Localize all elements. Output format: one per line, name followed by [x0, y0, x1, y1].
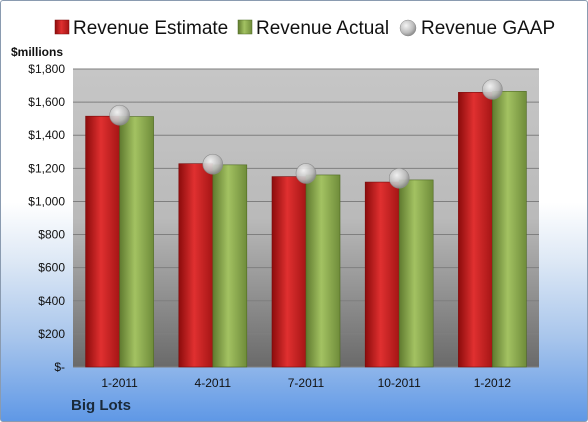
y-tick-label: $1,800	[28, 62, 65, 76]
y-tick-label: $1,200	[28, 161, 65, 175]
gaap-markers	[109, 79, 503, 189]
x-tick-label: 1-2012	[474, 376, 512, 390]
bar-revenue-actual	[305, 174, 341, 368]
bar-revenue-actual	[398, 179, 434, 368]
marker-revenue-gaap	[109, 104, 130, 126]
bar-revenue-estimate	[85, 115, 120, 368]
marker-revenue-gaap	[295, 163, 317, 184]
y-tick-label: $200	[38, 327, 65, 341]
bar-revenue-actual	[492, 91, 527, 368]
x-tick-label: 7-2011	[288, 376, 325, 390]
bar-revenue-estimate	[178, 163, 214, 368]
bar-revenue-actual	[119, 116, 154, 368]
bars	[85, 91, 527, 368]
legend-label-gaap: Revenue GAAP	[421, 18, 555, 39]
marker-revenue-gaap	[388, 167, 410, 189]
x-tick-label: 10-2011	[378, 376, 421, 390]
y-tick-label: $1,000	[28, 194, 65, 208]
marker-revenue-gaap	[482, 79, 503, 100]
y-tick-label: $800	[38, 228, 65, 242]
y-unit-label: $millions	[11, 45, 63, 59]
legend: Revenue Estimate Revenue Actual Revenue …	[54, 18, 555, 39]
legend-label-actual: Revenue Actual	[256, 18, 389, 39]
legend-swatch-estimate	[54, 19, 70, 35]
y-tick-label: $-	[54, 360, 65, 374]
legend-label-estimate: Revenue Estimate	[73, 18, 228, 39]
bar-revenue-estimate	[364, 181, 400, 368]
x-axis-ticks: 1-2011 4-2011 7-2011 10-2011 1-2012	[101, 376, 511, 390]
y-axis-ticks: $- $200 $400 $600 $800 $1,000 $1,200 $1,400 $1,6…	[28, 62, 65, 374]
company-name: Big Lots	[71, 397, 131, 414]
bar-revenue-estimate	[271, 176, 307, 368]
bar-revenue-estimate	[458, 92, 493, 368]
x-tick-label: 4-2011	[195, 376, 232, 390]
bar-revenue-actual	[212, 164, 248, 368]
marker-revenue-gaap	[202, 153, 224, 175]
legend-swatch-actual	[237, 19, 253, 35]
y-tick-label: $1,600	[28, 95, 65, 109]
y-tick-label: $1,400	[28, 128, 65, 142]
legend-marker-gaap	[399, 19, 417, 37]
y-tick-label: $600	[38, 261, 65, 275]
y-tick-label: $400	[38, 294, 65, 308]
x-tick-label: 1-2011	[101, 376, 138, 390]
